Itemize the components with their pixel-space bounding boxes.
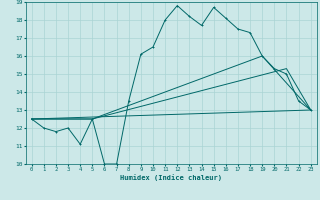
X-axis label: Humidex (Indice chaleur): Humidex (Indice chaleur) — [120, 174, 222, 181]
